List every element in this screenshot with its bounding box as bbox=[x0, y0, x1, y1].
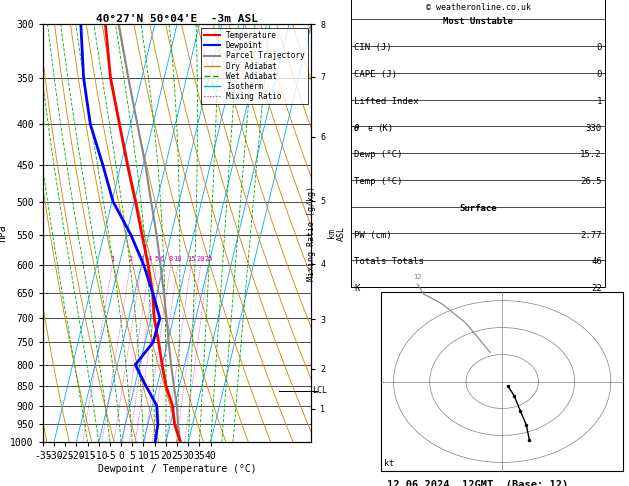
Bar bbox=[381, 292, 623, 471]
Text: 1: 1 bbox=[110, 256, 114, 261]
Text: Mixing Ratio (g/kg): Mixing Ratio (g/kg) bbox=[307, 186, 316, 281]
Text: 46: 46 bbox=[591, 258, 602, 266]
Text: e: e bbox=[368, 123, 372, 133]
Text: 15: 15 bbox=[187, 256, 195, 261]
Text: 8: 8 bbox=[169, 256, 173, 261]
Text: Totals Totals: Totals Totals bbox=[354, 258, 424, 266]
Text: 3: 3 bbox=[140, 256, 143, 261]
Text: 2: 2 bbox=[128, 256, 133, 261]
Text: Temp (°C): Temp (°C) bbox=[354, 177, 403, 186]
Text: θ: θ bbox=[354, 123, 360, 133]
Text: Dewp (°C): Dewp (°C) bbox=[354, 150, 403, 159]
Text: 10: 10 bbox=[174, 256, 182, 261]
Text: (K): (K) bbox=[377, 123, 393, 133]
Text: Surface: Surface bbox=[459, 204, 497, 213]
Text: 20: 20 bbox=[196, 256, 205, 261]
X-axis label: Dewpoint / Temperature (°C): Dewpoint / Temperature (°C) bbox=[97, 464, 257, 474]
Text: 2.77: 2.77 bbox=[581, 231, 602, 240]
Text: 12.06.2024  12GMT  (Base: 12): 12.06.2024 12GMT (Base: 12) bbox=[387, 480, 569, 486]
Text: © weatheronline.co.uk: © weatheronline.co.uk bbox=[426, 3, 530, 12]
Text: 22: 22 bbox=[591, 284, 602, 293]
Bar bbox=[351, 0, 605, 287]
Text: 25: 25 bbox=[204, 256, 213, 261]
Text: Most Unstable: Most Unstable bbox=[443, 17, 513, 26]
Text: CIN (J): CIN (J) bbox=[354, 43, 392, 52]
Text: PW (cm): PW (cm) bbox=[354, 231, 392, 240]
Text: 15.2: 15.2 bbox=[581, 150, 602, 159]
Legend: Temperature, Dewpoint, Parcel Trajectory, Dry Adiabat, Wet Adiabat, Isotherm, Mi: Temperature, Dewpoint, Parcel Trajectory… bbox=[201, 28, 308, 104]
Y-axis label: km
ASL: km ASL bbox=[327, 226, 346, 241]
Text: 0: 0 bbox=[596, 70, 602, 79]
Text: LCL: LCL bbox=[313, 386, 328, 395]
Text: K: K bbox=[354, 284, 360, 293]
Text: 0: 0 bbox=[596, 43, 602, 52]
Text: 5: 5 bbox=[154, 256, 159, 261]
Text: kt: kt bbox=[384, 459, 394, 469]
Y-axis label: hPa: hPa bbox=[0, 225, 8, 242]
Text: 12: 12 bbox=[413, 275, 422, 280]
Text: 6: 6 bbox=[160, 256, 164, 261]
Text: 1: 1 bbox=[596, 97, 602, 106]
Text: 26.5: 26.5 bbox=[581, 177, 602, 186]
Title: 40°27'N 50°04'E  -3m ASL: 40°27'N 50°04'E -3m ASL bbox=[96, 14, 258, 23]
Text: Lifted Index: Lifted Index bbox=[354, 97, 419, 106]
Text: 4: 4 bbox=[148, 256, 152, 261]
Text: 330: 330 bbox=[586, 123, 602, 133]
Text: CAPE (J): CAPE (J) bbox=[354, 70, 398, 79]
